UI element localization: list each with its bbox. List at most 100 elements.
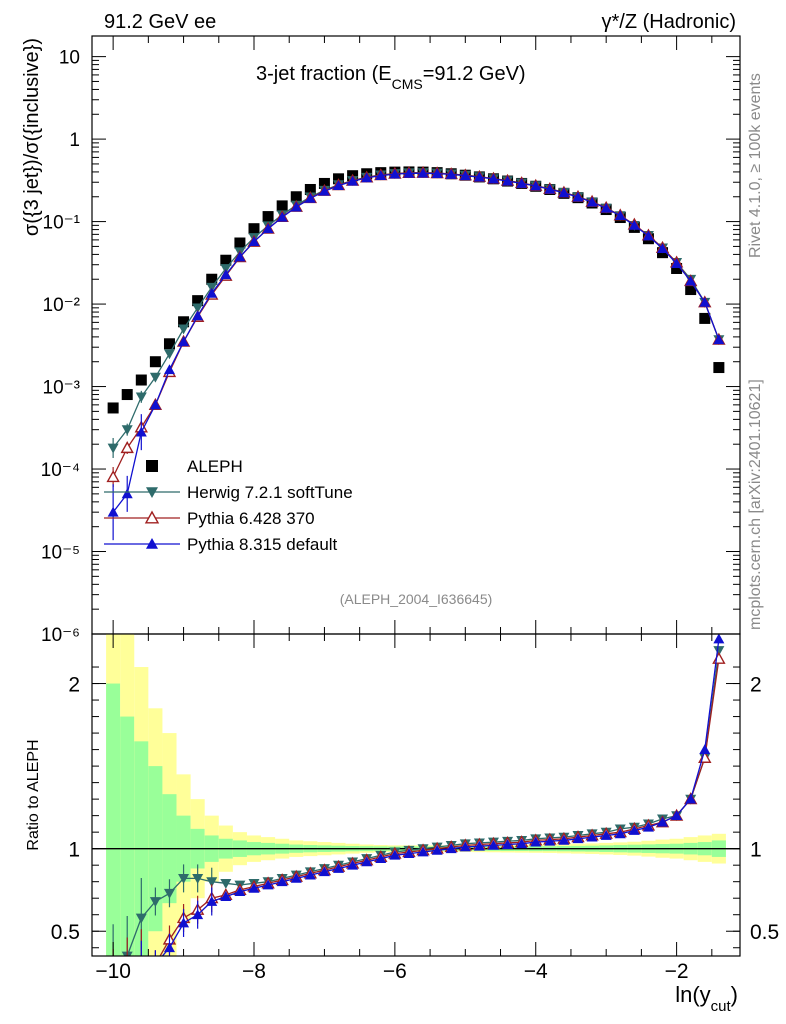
xlabel-end: ) <box>731 982 738 1007</box>
ratio-point <box>135 913 147 924</box>
ratio-point <box>712 651 726 664</box>
ratio-point <box>375 853 387 863</box>
legend-marker <box>146 487 158 498</box>
data-point <box>192 295 204 307</box>
data-point <box>220 269 232 280</box>
data-point <box>163 338 175 350</box>
ratio-point <box>122 992 133 1002</box>
ratio-ylabel: Ratio to ALEPH <box>25 739 42 850</box>
data-point <box>234 251 246 262</box>
rivet-label: Rivet 4.1.0, ≥ 100k events <box>747 73 764 258</box>
ratio-y-label-left: 1 <box>68 839 80 862</box>
data-point <box>149 356 161 368</box>
band-green <box>106 683 121 956</box>
data-point <box>206 273 218 285</box>
x-tick-label: −8 <box>242 960 266 983</box>
data-point <box>290 191 302 203</box>
ratio-point <box>389 849 401 860</box>
y-tick-label: 10⁻⁴ <box>41 460 80 481</box>
ratio-point <box>262 879 274 890</box>
ratio-point <box>178 873 190 884</box>
x-tick-label: −4 <box>524 960 548 983</box>
ratio-point <box>502 839 514 849</box>
y-tick-label: 10⁻² <box>43 295 81 316</box>
ratio-point <box>206 877 218 888</box>
series-pythia-6-428-370 <box>106 165 726 488</box>
x-tick-label: −2 <box>665 960 689 983</box>
ratio-xlabel: ln(ycut) <box>675 982 738 1015</box>
data-point <box>163 349 175 360</box>
data-point <box>192 303 204 314</box>
data-point <box>671 262 683 274</box>
ratio-point <box>417 846 429 857</box>
ratio-point <box>544 835 556 846</box>
ratio-point <box>178 917 190 928</box>
data-point <box>121 488 133 499</box>
ratio-point <box>136 964 147 974</box>
data-point <box>347 175 359 186</box>
data-point <box>318 177 330 189</box>
ratio-point <box>136 975 147 985</box>
xlabel-main: ln(y <box>675 982 710 1007</box>
ratio-point <box>445 843 457 854</box>
series-pythia-8-315-default <box>107 167 725 541</box>
main-title: 3-jet fraction (ECMS=91.2 GeV) <box>256 63 526 92</box>
data-point <box>642 230 654 241</box>
legend-item: Pythia 8.315 default <box>104 535 338 554</box>
data-point <box>389 168 401 179</box>
data-point <box>333 180 345 191</box>
ratio-point <box>431 844 443 855</box>
ratio-frame <box>91 633 741 957</box>
main-plot-content <box>106 165 726 541</box>
ratio-point <box>642 821 654 832</box>
legend: ALEPH Herwig 7.2.1 softTune Pythia 6.428 3… <box>104 457 353 554</box>
ratio-point <box>685 793 697 804</box>
data-point <box>544 183 556 194</box>
ratio-series-pythia-8-315-default <box>122 634 725 1002</box>
ratio-point <box>234 886 246 896</box>
main-ylabel: σ({3 jet})/σ({inclusive}) <box>21 38 43 236</box>
ratio-point <box>220 891 232 901</box>
data-point <box>614 210 626 221</box>
data-point <box>473 171 485 182</box>
ratio-point <box>628 825 640 835</box>
data-point <box>685 275 697 286</box>
data-point <box>149 372 161 383</box>
data-point <box>530 180 542 191</box>
legend-item: Herwig 7.2.1 softTune <box>104 483 353 502</box>
ratio-point <box>657 816 669 827</box>
data-point <box>403 167 415 178</box>
data-point <box>572 191 584 202</box>
data-point <box>713 362 725 374</box>
data-point <box>107 402 119 414</box>
ratio-point <box>699 744 711 754</box>
series-line <box>112 172 720 478</box>
legend-marker <box>146 460 158 472</box>
legend-label: Pythia 6.428 370 <box>187 509 315 528</box>
ratio-point <box>318 866 330 877</box>
data-point <box>304 183 316 195</box>
x-tick-label: −10 <box>95 960 131 983</box>
data-point <box>135 392 147 403</box>
ratio-point <box>290 872 302 883</box>
header-right: γ*/Z (Hadronic) <box>602 11 736 33</box>
ratio-point <box>530 836 542 847</box>
data-point <box>657 243 669 254</box>
mcplots-label: mcplots.cern.ch [arXiv:2401.10621] <box>747 379 764 630</box>
ratio-group <box>92 634 740 1002</box>
legend-label: Pythia 8.315 default <box>187 535 338 554</box>
data-point <box>586 196 598 207</box>
ratio-point <box>163 888 175 899</box>
ratio-y-label-right: 0.5 <box>750 921 779 944</box>
series-aleph <box>107 166 725 414</box>
data-point <box>713 334 725 345</box>
ratio-point <box>516 838 528 849</box>
ratio-axis-ticks: 0.5 0.5 1 1 2 2 −10 −8 −6 −4 −2 <box>51 634 779 983</box>
data-point <box>178 316 190 328</box>
ratio-point <box>333 862 345 873</box>
ratio-point <box>192 909 204 920</box>
analysis-label: (ALEPH_2004_I636645) <box>340 591 493 607</box>
ratio-y-label-right: 2 <box>750 674 762 697</box>
data-point <box>558 187 570 198</box>
